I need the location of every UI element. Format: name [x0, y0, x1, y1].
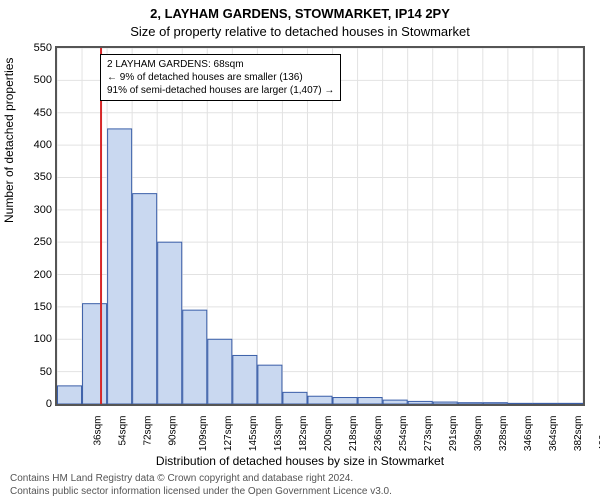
annotation-box: 2 LAYHAM GARDENS: 68sqm ← 9% of detached… [100, 54, 341, 101]
x-tick-label: 163sqm [273, 416, 284, 452]
histogram-bar [58, 386, 82, 404]
histogram-bar [108, 129, 132, 404]
x-tick-label: 72sqm [142, 416, 153, 446]
histogram-bar [483, 403, 507, 404]
histogram-bar [258, 365, 282, 404]
chart-title-line1: 2, LAYHAM GARDENS, STOWMARKET, IP14 2PY [0, 6, 600, 21]
x-tick-label: 254sqm [398, 416, 409, 452]
x-tick-label: 127sqm [223, 416, 234, 452]
x-tick-label: 291sqm [448, 416, 459, 452]
x-tick-label: 182sqm [298, 416, 309, 452]
histogram-bar [533, 403, 557, 404]
x-tick-label: 273sqm [423, 416, 434, 452]
histogram-bar [408, 401, 432, 404]
y-tick-label: 250 [12, 236, 52, 248]
y-tick-label: 450 [12, 107, 52, 119]
histogram-bar [308, 396, 332, 404]
x-tick-label: 309sqm [473, 416, 484, 452]
footer-line1: Contains HM Land Registry data © Crown c… [10, 473, 590, 486]
y-tick-label: 50 [12, 366, 52, 378]
histogram-bar [208, 339, 232, 404]
histogram-bar [233, 355, 257, 404]
histogram-bar [83, 304, 107, 404]
plot-svg [57, 48, 583, 404]
x-tick-label: 328sqm [498, 416, 509, 452]
y-tick-label: 200 [12, 269, 52, 281]
y-tick-label: 400 [12, 139, 52, 151]
y-tick-label: 0 [12, 398, 52, 410]
histogram-bar [158, 242, 182, 404]
histogram-bar [383, 400, 407, 404]
histogram-bar [133, 194, 157, 404]
annotation-line3: 91% of semi-detached houses are larger (… [107, 84, 334, 97]
annotation-line1: 2 LAYHAM GARDENS: 68sqm [107, 58, 334, 71]
histogram-bar [183, 310, 207, 404]
x-tick-label: 346sqm [523, 416, 534, 452]
histogram-bar [283, 392, 307, 404]
histogram-bar [458, 403, 482, 404]
x-axis-label: Distribution of detached houses by size … [0, 454, 600, 468]
annotation-line2: ← 9% of detached houses are smaller (136… [107, 71, 334, 84]
x-tick-label: 36sqm [92, 416, 103, 446]
histogram-bar [358, 398, 382, 404]
footer-line2: Contains public sector information licen… [10, 486, 590, 499]
y-tick-label: 100 [12, 333, 52, 345]
histogram-bar [333, 398, 357, 404]
y-tick-label: 350 [12, 171, 52, 183]
y-tick-label: 300 [12, 204, 52, 216]
y-tick-label: 500 [12, 74, 52, 86]
x-tick-label: 54sqm [117, 416, 128, 446]
chart-container: 2, LAYHAM GARDENS, STOWMARKET, IP14 2PY … [0, 0, 600, 500]
histogram-bar [558, 403, 582, 404]
histogram-bar [433, 402, 457, 404]
x-tick-label: 382sqm [574, 416, 585, 452]
x-tick-label: 200sqm [323, 416, 334, 452]
chart-title-line2: Size of property relative to detached ho… [0, 24, 600, 39]
x-tick-label: 90sqm [167, 416, 178, 446]
x-tick-label: 145sqm [248, 416, 259, 452]
x-tick-label: 364sqm [548, 416, 559, 452]
y-tick-label: 550 [12, 42, 52, 54]
x-tick-label: 218sqm [348, 416, 359, 452]
y-tick-label: 150 [12, 301, 52, 313]
x-tick-label: 236sqm [373, 416, 384, 452]
footer-attribution: Contains HM Land Registry data © Crown c… [10, 473, 590, 498]
x-tick-label: 109sqm [198, 416, 209, 452]
histogram-bar [508, 403, 532, 404]
